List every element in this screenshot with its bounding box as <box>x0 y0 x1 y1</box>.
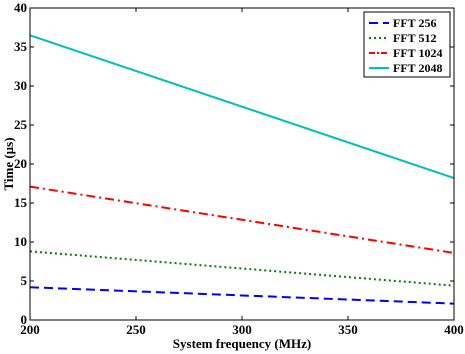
legend-label: FFT 512 <box>393 31 436 45</box>
x-tick-label: 300 <box>232 322 252 337</box>
legend-label: FFT 2048 <box>393 61 442 75</box>
legend-box <box>363 11 451 78</box>
x-tick-label: 400 <box>444 322 464 337</box>
legend-label: FFT 1024 <box>393 46 442 60</box>
y-tick-label: 5 <box>21 273 28 288</box>
y-axis: 0 5 10 15 20 25 30 35 40 <box>14 0 454 327</box>
x-axis: 200 250 300 350 400 <box>20 8 464 337</box>
x-tick-label: 350 <box>338 322 358 337</box>
series-line-fft-256 <box>29 286 455 305</box>
y-tick-label: 40 <box>14 0 27 15</box>
legend-label: FFT 256 <box>393 16 436 30</box>
plot-lines <box>29 34 455 305</box>
y-tick-label: 15 <box>14 195 28 210</box>
x-tick-label: 200 <box>20 322 40 337</box>
y-axis-label: Time (µs) <box>1 137 16 190</box>
y-tick-label: 10 <box>14 234 27 249</box>
series-line-fft-2048 <box>29 34 455 179</box>
x-tick-label: 250 <box>126 322 146 337</box>
series-line-fft-512 <box>29 250 455 287</box>
y-tick-label: 20 <box>14 156 27 171</box>
y-tick-label: 0 <box>21 312 28 327</box>
y-tick-label: 35 <box>14 39 28 54</box>
x-axis-label: System frequency (MHz) <box>173 336 311 351</box>
series-line-fft-1024 <box>29 185 455 254</box>
y-tick-label: 30 <box>14 78 27 93</box>
y-tick-label: 25 <box>14 117 28 132</box>
